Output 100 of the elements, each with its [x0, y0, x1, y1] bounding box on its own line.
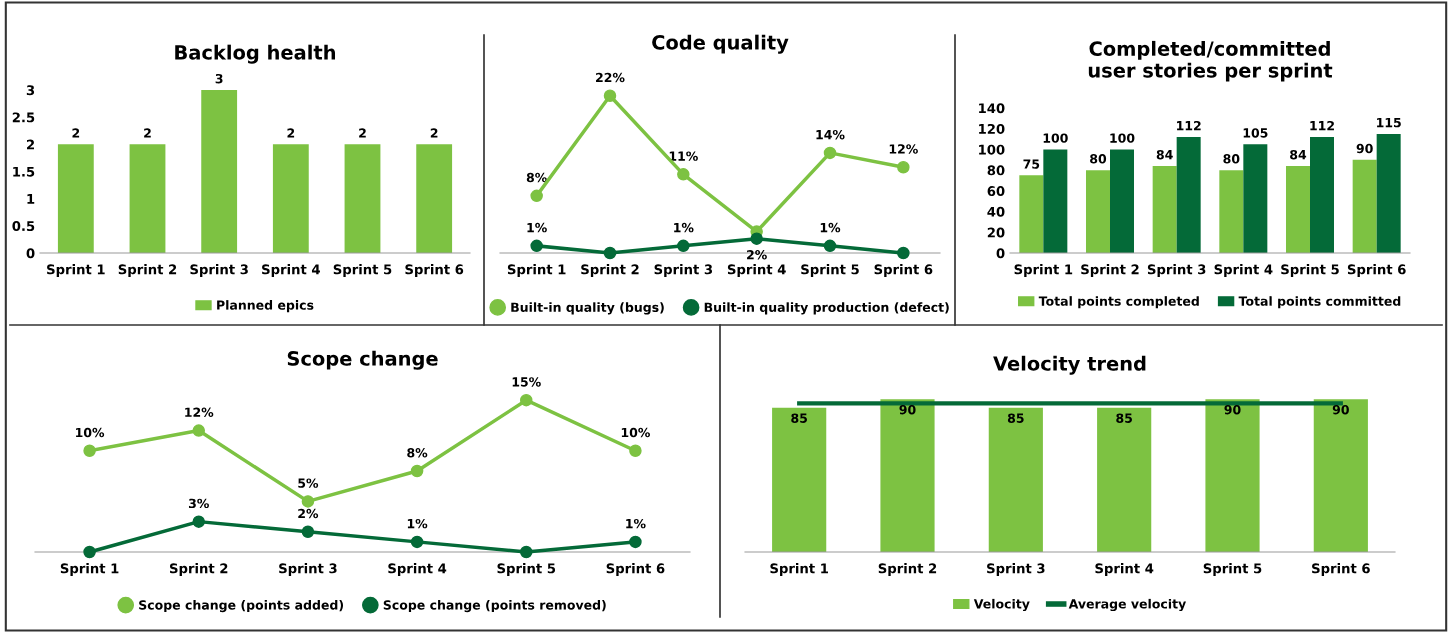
chart-title: Backlog health — [175, 44, 336, 64]
data-label: 14% — [816, 129, 845, 140]
point — [530, 189, 543, 203]
x-tick-label: Sprint 3 — [654, 264, 713, 277]
x-tick-label: Sprint 3 — [1147, 264, 1206, 277]
y-tick-label: 140 — [979, 103, 1005, 114]
x-tick-label: Sprint 4 — [388, 563, 447, 576]
data-label: 90 — [1224, 404, 1241, 415]
bar — [1352, 159, 1377, 253]
legend-label: Total points committed — [1238, 296, 1401, 309]
data-label: 84 — [1290, 149, 1307, 160]
point — [83, 444, 96, 458]
point — [301, 495, 315, 508]
point — [410, 464, 424, 478]
x-tick-label: Sprint 2 — [1081, 264, 1139, 277]
point — [823, 239, 837, 253]
point — [83, 545, 96, 559]
x-tick-label: Sprint 4 — [1095, 563, 1154, 576]
data-label: 2% — [747, 250, 767, 260]
y-tick-label: 120 — [979, 123, 1005, 134]
y-tick-label: 0.5 — [12, 221, 35, 232]
y-tick-label: 1.5 — [13, 166, 35, 177]
data-label: 80 — [1090, 154, 1107, 164]
data-label: 10% — [621, 427, 650, 438]
y-tick-label: 60 — [987, 186, 1005, 197]
point — [629, 444, 642, 458]
y-tick-label: 80 — [987, 165, 1005, 176]
data-label: 112 — [1310, 120, 1334, 131]
data-label: 12% — [185, 407, 214, 418]
data-label: 10% — [76, 427, 105, 438]
data-label: 8% — [526, 172, 547, 183]
bar — [1086, 170, 1110, 253]
bar — [1176, 137, 1201, 253]
x-tick-label: Sprint 6 — [606, 563, 665, 576]
data-label: 100 — [1043, 133, 1068, 143]
legend-label: Average velocity — [1068, 598, 1186, 612]
legend-label: Scope change (points removed) — [383, 599, 606, 613]
data-label: 3% — [188, 498, 209, 509]
x-tick-label: Sprint 1 — [1014, 264, 1073, 277]
data-label: 2 — [72, 128, 80, 138]
point — [410, 535, 424, 549]
y-tick-label: 0 — [996, 248, 1005, 259]
bar — [1310, 137, 1334, 253]
point — [677, 239, 690, 253]
point — [897, 160, 910, 174]
x-tick-label: Sprint 3 — [987, 563, 1045, 576]
data-label: 8% — [407, 448, 428, 458]
y-tick-label: 3 — [26, 85, 35, 96]
x-tick-label: Sprint 2 — [169, 563, 228, 576]
x-tick-label: Sprint 4 — [262, 264, 320, 277]
x-tick-label: Sprint 3 — [279, 563, 337, 576]
y-tick-label: 1 — [27, 194, 35, 204]
x-tick-label: Sprint 6 — [874, 264, 933, 277]
data-label: 12% — [889, 144, 918, 154]
point — [823, 146, 837, 160]
y-tick-label: 20 — [987, 227, 1005, 238]
data-label: 2 — [144, 128, 151, 138]
x-tick-label: Sprint 5 — [497, 563, 556, 576]
point — [603, 89, 617, 102]
legend-label: Planned epics — [217, 300, 314, 313]
x-tick-label: Sprint 1 — [60, 563, 119, 576]
point — [519, 393, 533, 407]
data-label: 112 — [1177, 120, 1201, 131]
bar — [1376, 133, 1401, 253]
y-tick-label: 0 — [26, 248, 35, 259]
data-label: 75 — [1023, 159, 1040, 169]
data-label: 1% — [626, 518, 646, 529]
point — [301, 525, 315, 539]
legend-label: Built-in quality production (defect) — [704, 302, 949, 315]
data-label: 22% — [596, 72, 625, 83]
bar — [1043, 149, 1068, 253]
data-label: 100 — [1110, 133, 1135, 143]
data-label: 105 — [1243, 128, 1268, 138]
data-label: 1% — [407, 518, 428, 529]
x-tick-label: Sprint 5 — [1281, 264, 1339, 277]
data-label: 115 — [1377, 118, 1401, 128]
x-tick-label: Sprint 4 — [1214, 264, 1273, 277]
chart-title: Velocity trend — [993, 355, 1146, 375]
x-tick-label: Sprint 5 — [333, 264, 392, 277]
data-label: 90 — [1332, 404, 1349, 415]
point — [519, 545, 533, 559]
data-label: 85 — [1007, 413, 1024, 423]
bar — [1152, 166, 1177, 253]
y-tick-label: 40 — [987, 206, 1005, 217]
x-tick-label: Sprint 5 — [1203, 563, 1262, 576]
x-tick-label: Sprint 6 — [1312, 563, 1370, 576]
point — [192, 515, 206, 528]
data-label: 84 — [1156, 149, 1173, 160]
point — [629, 535, 642, 549]
bar — [1286, 166, 1310, 253]
x-tick-label: Sprint 2 — [118, 264, 177, 277]
chart-title: Scope change — [287, 350, 438, 370]
data-label: 1% — [820, 222, 841, 233]
x-tick-label: Sprint 6 — [405, 264, 464, 277]
chart-title: Completed/committed user stories per sprint — [1088, 40, 1333, 82]
data-label: 85 — [791, 413, 807, 423]
data-label: 2 — [430, 128, 438, 138]
data-label: 3 — [215, 73, 223, 84]
y-tick-label: 100 — [979, 144, 1005, 155]
data-label: 1% — [527, 222, 547, 233]
